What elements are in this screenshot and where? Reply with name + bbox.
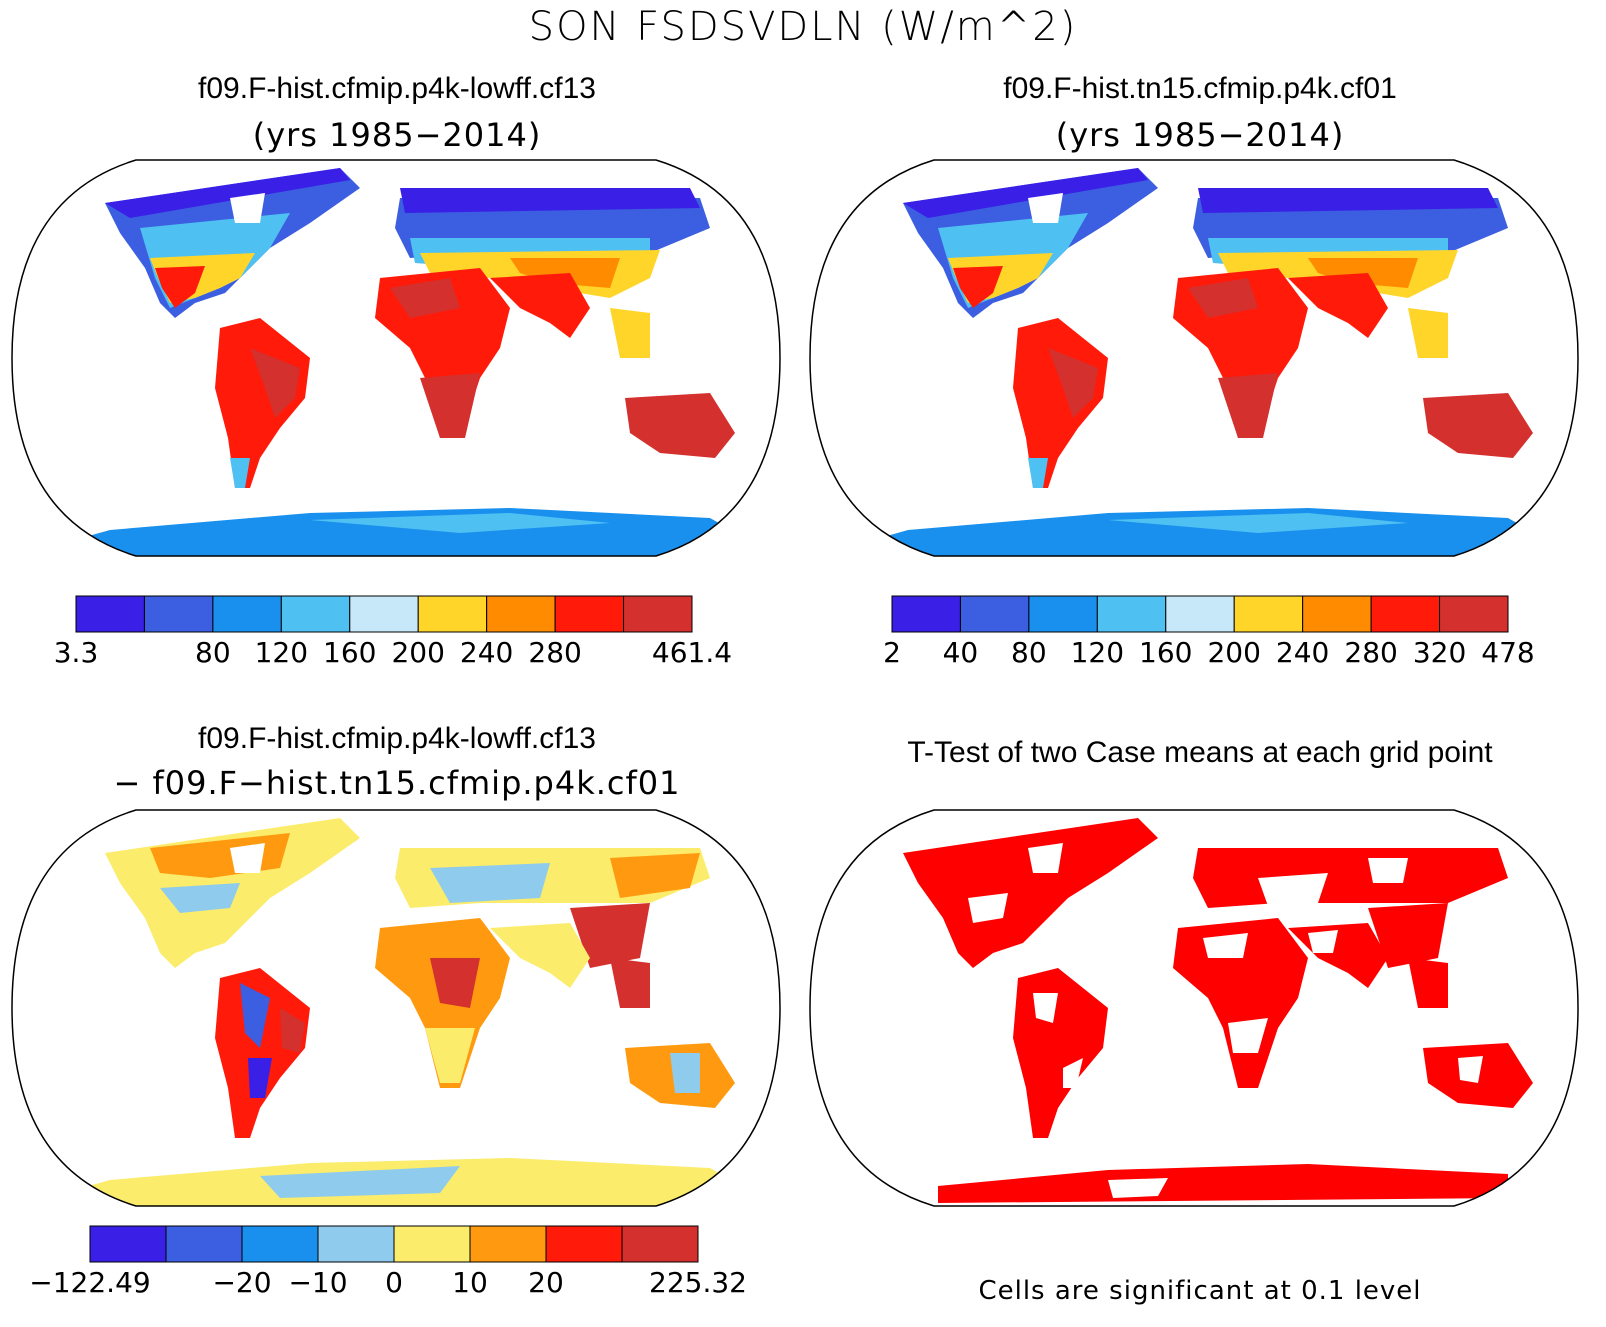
colorbar-swatch xyxy=(417,595,488,633)
colorbar-swatch xyxy=(1302,595,1372,633)
colorbar-tick-label: 40 xyxy=(942,636,979,669)
panel-4-title: T-Test of two Case means at each grid po… xyxy=(907,736,1493,769)
panel-3-subtitle: − f09.F−hist.tn15.cfmip.p4k.cf01 xyxy=(113,764,681,802)
colorbar-tick-label: 160 xyxy=(1139,636,1193,669)
colorbar-swatch xyxy=(1096,595,1167,633)
panel-3-title: f09.F-hist.cfmip.p4k-lowff.cf13 xyxy=(198,722,596,755)
panel-3-colorbar xyxy=(89,1225,699,1263)
panel-1-map-border xyxy=(11,159,781,557)
panel-4-map xyxy=(809,809,1579,1207)
colorbar-tick-label: −20 xyxy=(212,1266,272,1299)
colorbar-swatch xyxy=(280,595,351,633)
colorbar-tick-label: 461.4 xyxy=(651,636,733,669)
colorbar-tick-label: 160 xyxy=(323,636,377,669)
colorbar-swatch xyxy=(621,1225,699,1263)
antarctica-region xyxy=(12,508,780,556)
colorbar-swatch xyxy=(143,595,214,633)
colorbar-tick-label: −122.49 xyxy=(29,1266,151,1299)
colorbar-swatch xyxy=(554,595,625,633)
significance-note: Cells are significant at 0.1 level xyxy=(978,1276,1422,1306)
panel-2-map-border xyxy=(809,159,1579,557)
colorbar-tick-label: 320 xyxy=(1412,636,1467,669)
colorbar-tick-label: 240 xyxy=(1275,636,1330,669)
colorbar-swatch xyxy=(469,1225,547,1263)
colorbar-swatch xyxy=(959,595,1030,633)
colorbar-swatch xyxy=(623,595,693,633)
colorbar-tick-label: 200 xyxy=(1207,636,1261,669)
colorbar-swatch xyxy=(545,1225,623,1263)
colorbar-swatch xyxy=(486,595,556,633)
colorbar-swatch xyxy=(393,1225,471,1263)
colorbar-swatch xyxy=(317,1225,395,1263)
panel-1-colorbar xyxy=(75,595,693,633)
colorbar-tick-label: −10 xyxy=(288,1266,348,1299)
colorbar-tick-label: 80 xyxy=(195,636,231,669)
colorbar-tick-label: 120 xyxy=(254,636,309,669)
australia-region xyxy=(625,393,735,458)
colorbar-tick-label: 200 xyxy=(391,636,445,669)
colorbar-tick-label: 20 xyxy=(528,1266,564,1299)
colorbar-tick-label: 3.3 xyxy=(53,636,99,669)
panel-2-map xyxy=(809,159,1579,557)
panel-1-title: f09.F-hist.cfmip.p4k-lowff.cf13 xyxy=(198,72,596,105)
colorbar-swatch xyxy=(212,595,282,633)
colorbar-tick-label: 10 xyxy=(452,1266,488,1299)
colorbar-swatch xyxy=(891,595,961,633)
colorbar-tick-label: 240 xyxy=(459,636,514,669)
colorbar-swatch xyxy=(165,1225,243,1263)
colorbar-tick-label: 280 xyxy=(528,636,582,669)
colorbar-swatch xyxy=(75,595,145,633)
colorbar-swatch xyxy=(241,1225,319,1263)
panel-2-colorbar xyxy=(891,595,1509,633)
colorbar-tick-label: 2 xyxy=(883,636,901,669)
colorbar-tick-label: 225.32 xyxy=(649,1266,747,1299)
panel-2-subtitle: (yrs 1985−2014) xyxy=(1055,116,1345,154)
figure-title: SON FSDSVDLN (W/m^2) xyxy=(528,4,1078,50)
panel-2-title: f09.F-hist.tn15.cfmip.p4k.cf01 xyxy=(1003,72,1397,105)
south-america-region xyxy=(215,318,310,488)
colorbar-swatch xyxy=(1028,595,1098,633)
colorbar-swatch xyxy=(1370,595,1441,633)
panel-1-map xyxy=(11,159,781,557)
colorbar-tick-label: 80 xyxy=(1011,636,1047,669)
panel-4-map-border xyxy=(809,809,1579,1207)
colorbar-swatch xyxy=(1165,595,1235,633)
colorbar-tick-label: 478 xyxy=(1481,636,1535,669)
panel-3-map xyxy=(11,809,781,1207)
panel-1-subtitle: (yrs 1985−2014) xyxy=(252,116,542,154)
colorbar-swatch xyxy=(1439,595,1509,633)
colorbar-swatch xyxy=(1233,595,1304,633)
colorbar-tick-label: 280 xyxy=(1344,636,1398,669)
colorbar-tick-label: 0 xyxy=(385,1266,403,1299)
colorbar-swatch xyxy=(89,1225,167,1263)
colorbar-tick-label: 120 xyxy=(1070,636,1125,669)
panel-3-map-border xyxy=(11,809,781,1207)
colorbar-swatch xyxy=(349,595,419,633)
